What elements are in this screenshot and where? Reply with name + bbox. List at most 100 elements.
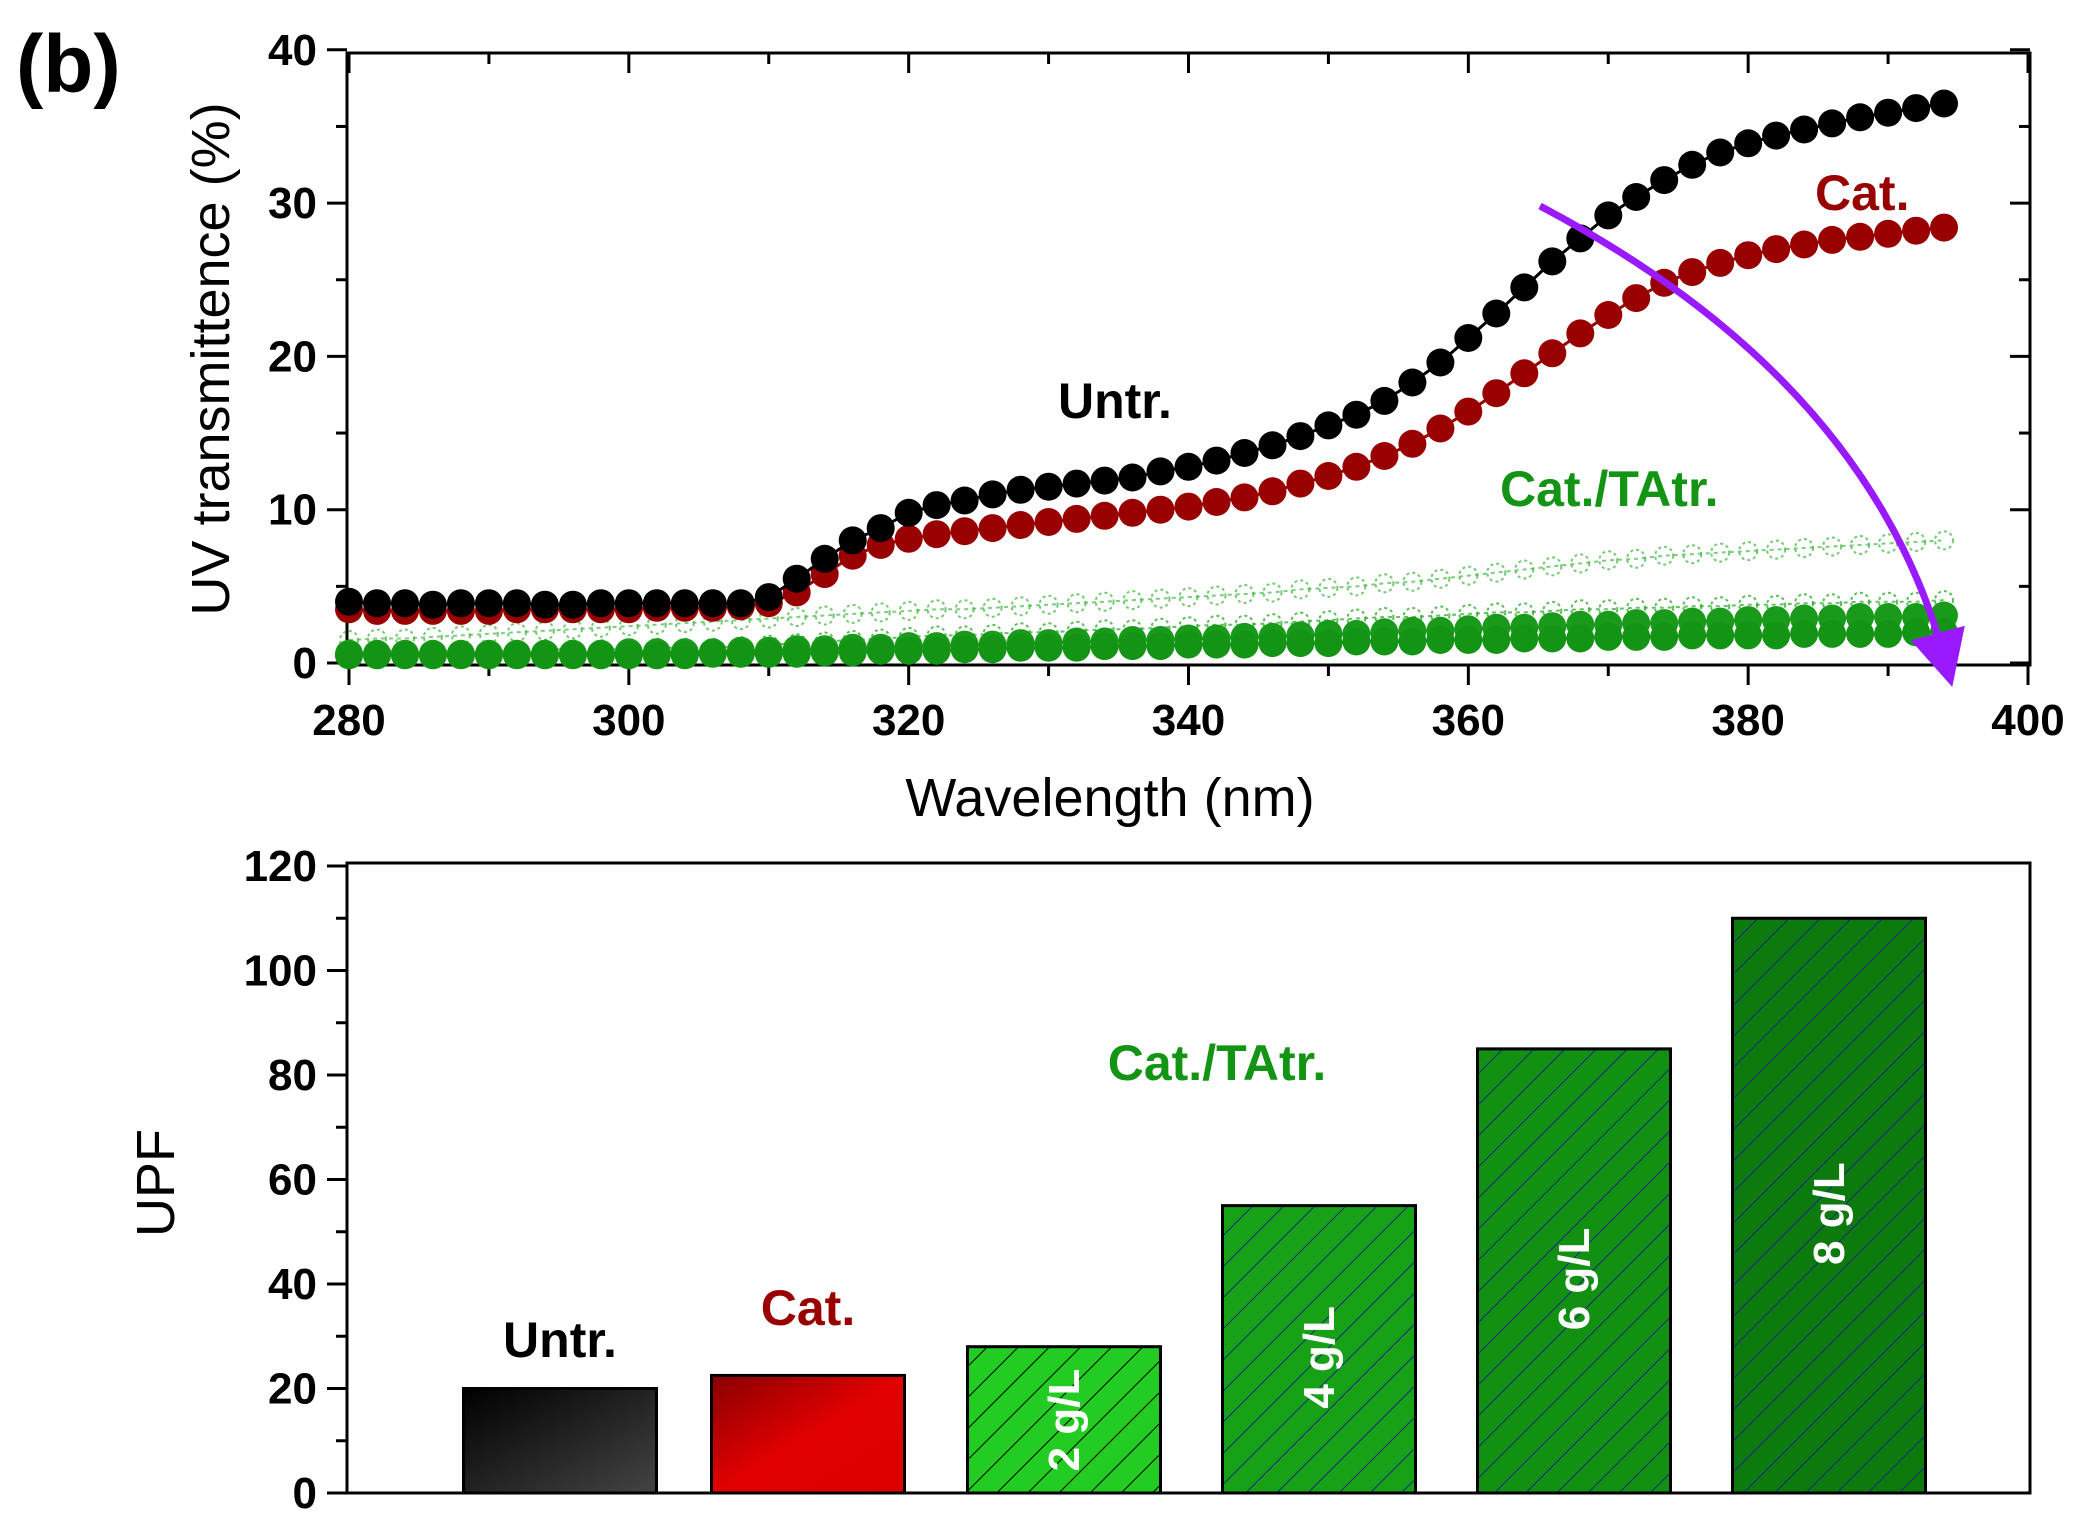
data-point — [1650, 622, 1679, 651]
data-point — [1314, 462, 1343, 490]
upf-chart: 0 20 40 60 80 100 120 2 g/L 4 g/L 6 g/L 8 g/L UPF… — [126, 842, 2032, 1518]
data-point — [1514, 559, 1535, 580]
data-point — [446, 641, 475, 670]
bottom-y-tick-label: 0 — [293, 1469, 317, 1518]
data-point — [335, 587, 363, 616]
data-point — [982, 597, 1003, 618]
data-point — [1286, 422, 1315, 451]
data-point — [838, 638, 867, 667]
data-point — [1174, 492, 1203, 521]
data-point — [1006, 633, 1035, 662]
data-point — [1290, 579, 1311, 600]
data-point — [1482, 299, 1511, 328]
top-x-tick-label: 340 — [1152, 696, 1225, 745]
bar-hatch — [1222, 1205, 1416, 1493]
data-point — [754, 583, 783, 612]
top-y-ticks: 0 10 20 30 40 — [268, 26, 2030, 688]
bar-cat- — [710, 1373, 906, 1495]
top-x-axis-title: Wavelength (nm) — [905, 768, 1314, 828]
data-point — [950, 486, 979, 515]
top-y-tick-label: 30 — [268, 179, 317, 228]
data-point — [474, 589, 503, 618]
data-point — [1650, 166, 1679, 195]
bar-outline — [1221, 1204, 1417, 1495]
bar-inside-label: 8 g/L — [1805, 1162, 1854, 1265]
data-point — [1902, 216, 1931, 245]
bottom-y-tick-label: 80 — [268, 1051, 317, 1100]
data-point — [1230, 483, 1259, 512]
data-point — [1346, 576, 1367, 597]
data-point — [1006, 511, 1035, 539]
data-point — [1706, 621, 1735, 650]
panel-label: (b) — [16, 19, 121, 110]
data-point — [1738, 541, 1759, 562]
data-point — [866, 636, 895, 665]
data-point — [530, 590, 559, 619]
data-point — [1146, 495, 1175, 524]
bar-inside-label: 2 g/L — [1040, 1369, 1089, 1472]
data-point — [446, 589, 475, 618]
data-point — [698, 589, 727, 618]
data-point — [1402, 571, 1423, 592]
data-point — [1258, 629, 1287, 658]
data-point — [586, 589, 615, 618]
data-point — [1734, 129, 1763, 158]
cat-bar-label: Cat. — [761, 1280, 855, 1336]
data-point — [1622, 622, 1651, 651]
data-point — [754, 639, 783, 668]
data-point — [1454, 324, 1483, 352]
data-point — [1930, 213, 1958, 242]
data-point — [1034, 633, 1063, 662]
data-point — [1762, 621, 1791, 650]
data-point — [474, 641, 503, 670]
data-point — [1094, 591, 1115, 612]
data-point — [978, 480, 1007, 509]
data-point — [670, 641, 699, 670]
data-point — [1846, 103, 1875, 132]
top-x-tick-label: 360 — [1432, 696, 1505, 745]
bottom-y-ticks: 0 20 40 60 80 100 120 — [244, 842, 347, 1518]
data-point — [1542, 556, 1563, 577]
data-point — [838, 526, 867, 555]
data-point — [1174, 452, 1203, 481]
data-point — [1286, 469, 1315, 498]
data-point — [1482, 379, 1511, 408]
data-point — [1706, 248, 1735, 277]
top-x-tick-label: 320 — [872, 696, 945, 745]
data-point — [530, 641, 559, 670]
data-point — [1230, 630, 1259, 659]
series-untr- — [335, 89, 1958, 619]
data-point — [1342, 452, 1371, 481]
data-point — [1906, 531, 1927, 552]
bar-outline — [462, 1387, 658, 1495]
data-point — [1566, 319, 1595, 348]
data-point — [1370, 627, 1399, 656]
data-point — [418, 590, 447, 619]
data-point — [1846, 619, 1875, 648]
data-point — [1486, 562, 1507, 583]
data-point — [1594, 622, 1623, 651]
data-point — [1258, 477, 1287, 506]
data-point — [1710, 542, 1731, 563]
data-point — [1822, 536, 1843, 557]
bar-2-g-l: 2 g/L — [966, 1345, 1162, 1495]
data-point — [1622, 284, 1651, 313]
data-point — [1202, 488, 1231, 516]
data-point — [894, 636, 923, 665]
bottom-y-tick-label: 100 — [244, 947, 317, 996]
data-point — [810, 638, 839, 667]
bar-outline — [710, 1373, 906, 1495]
data-point — [866, 514, 895, 543]
data-point — [1538, 624, 1567, 653]
data-point — [782, 564, 811, 593]
data-point — [1510, 624, 1539, 653]
data-point — [1318, 577, 1339, 598]
data-point — [1258, 431, 1287, 460]
bar-inside-label: 6 g/L — [1550, 1228, 1599, 1331]
data-point — [814, 605, 835, 626]
bar-outline — [1476, 1047, 1672, 1495]
data-point — [1118, 632, 1147, 661]
data-point — [1398, 627, 1427, 656]
data-point — [502, 641, 531, 670]
data-point — [1426, 414, 1455, 443]
